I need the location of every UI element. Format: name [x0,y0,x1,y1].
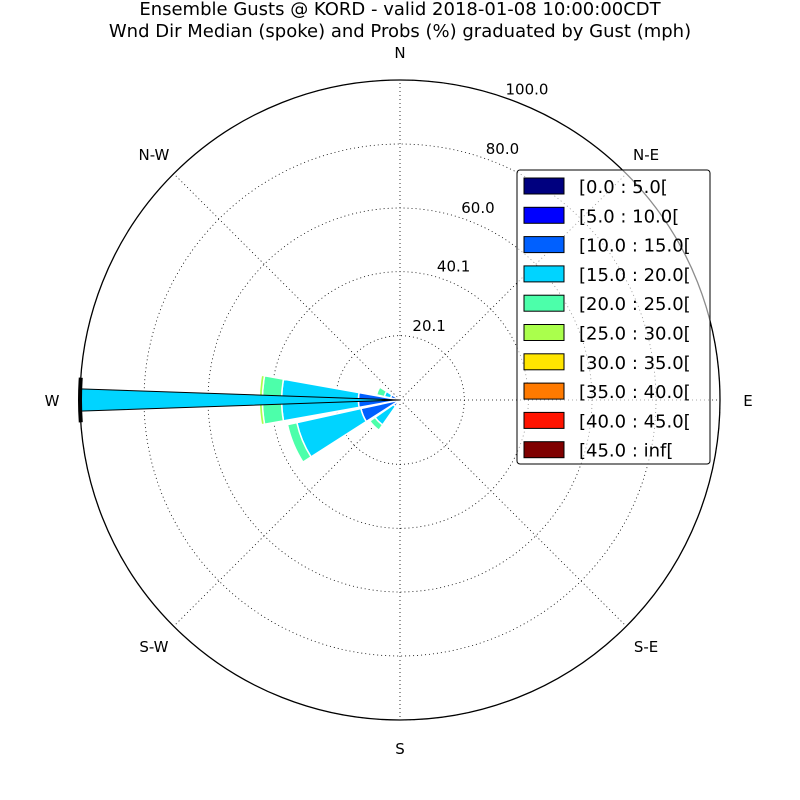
chart-title-line2: Wnd Dir Median (spoke) and Probs (%) gra… [109,21,691,42]
outer-circle [79,79,721,721]
legend-label: [10.0 : 15.0[ [579,236,691,257]
bar-segment [368,416,384,432]
grid-spoke [399,173,627,401]
direction-label: S-W [139,638,168,656]
legend-label: [30.0 : 35.0[ [579,353,691,374]
legend-label: [45.0 : inf[ [579,441,673,462]
chart-title-line1: Ensemble Gusts @ KORD - valid 2018-01-08… [139,0,661,20]
legend-label: [0.0 : 5.0[ [579,177,668,198]
legend-label: [25.0 : 30.0[ [579,324,691,345]
radial-tick-label: 40.1 [437,258,470,276]
direction-label: N-E [633,146,659,164]
direction-label: N-W [138,146,169,164]
legend-label: [5.0 : 10.0[ [579,206,679,227]
legend-swatch [523,177,565,195]
legend-swatch [523,294,565,312]
direction-label: S [395,740,405,758]
radial-tick-label: 20.1 [412,317,445,335]
legend-label: [15.0 : 20.0[ [579,265,691,286]
legend-swatch [523,382,565,400]
grid-ring [335,335,465,465]
legend-box [516,169,711,465]
direction-label: S-E [634,638,658,656]
legend-label: [20.0 : 25.0[ [579,294,691,315]
direction-label: W [45,392,60,410]
grid-spoke [173,173,401,401]
bar-segment [286,421,313,464]
bar-segment [375,386,388,398]
legend-label: [35.0 : 40.0[ [579,382,691,403]
legend-swatch [523,324,565,341]
legend-swatch [523,353,565,371]
legend-label: [40.0 : 45.0[ [579,411,691,432]
grid-spoke [173,399,401,627]
direction-label: N [394,44,405,62]
radial-tick-label: 60.0 [461,199,494,217]
legend-swatch [523,441,565,459]
direction-label: E [743,392,752,410]
grid-spoke [399,399,627,627]
radial-tick-label: 80.0 [486,140,519,158]
legend-swatch [523,206,565,224]
legend-swatch [523,265,565,283]
radial-tick-label: 100.0 [505,81,548,99]
legend-swatch [523,236,565,254]
legend-swatch [523,411,565,429]
